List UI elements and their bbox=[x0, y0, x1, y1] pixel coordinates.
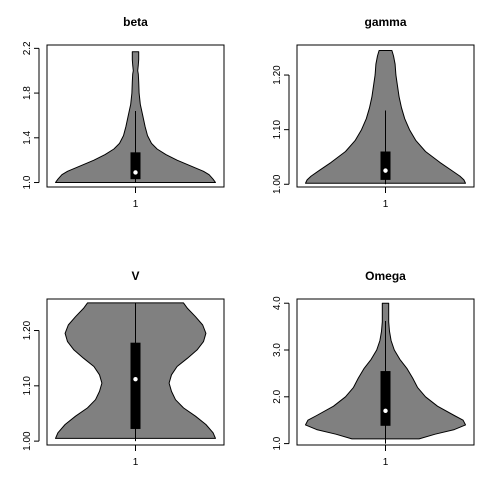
plot-title: gamma bbox=[364, 15, 406, 29]
iqr-box bbox=[380, 371, 391, 426]
y-tick-label: 1.10 bbox=[272, 119, 283, 139]
iqr-box bbox=[130, 152, 141, 180]
y-tick-label: 1.20 bbox=[272, 65, 283, 85]
median-point bbox=[133, 376, 138, 382]
panel-gamma: gamma 1.00 1.10 1.20 1 bbox=[272, 15, 475, 210]
x-tick-label: 1 bbox=[383, 457, 389, 468]
y-tick-label: 1.00 bbox=[22, 431, 33, 451]
y-tick-label: 3.0 bbox=[272, 343, 283, 357]
iqr-box bbox=[380, 151, 391, 180]
x-tick-label: 1 bbox=[133, 457, 139, 468]
panel-beta: beta 1.0 1.4 1.8 2.2 1 bbox=[22, 15, 225, 210]
y-tick-label: 1.00 bbox=[272, 174, 283, 194]
median-point bbox=[383, 168, 388, 173]
plot-title: beta bbox=[123, 15, 148, 29]
y-tick-label: 1.8 bbox=[22, 86, 33, 100]
y-tick-label: 1.10 bbox=[22, 376, 33, 396]
y-tick-label: 4.0 bbox=[272, 296, 283, 310]
plot-title: Omega bbox=[365, 269, 406, 283]
y-tick-label: 2.2 bbox=[22, 41, 33, 55]
y-tick-label: 1.4 bbox=[22, 130, 33, 144]
x-tick-label: 1 bbox=[383, 199, 389, 210]
plot-title: V bbox=[131, 269, 139, 283]
y-tick-label: 1.0 bbox=[272, 436, 283, 450]
panel-omega: Omega 1.0 2.0 3.0 4.0 1 bbox=[272, 269, 475, 468]
y-tick-label: 1.20 bbox=[22, 320, 33, 340]
median-point bbox=[133, 170, 138, 175]
x-tick-label: 1 bbox=[133, 199, 139, 210]
panel-v: V 1.00 1.10 1.20 1 bbox=[22, 269, 225, 468]
y-tick-label: 1.0 bbox=[22, 175, 33, 189]
median-point bbox=[383, 408, 388, 414]
y-tick-label: 2.0 bbox=[272, 389, 283, 403]
iqr-box bbox=[130, 342, 141, 429]
